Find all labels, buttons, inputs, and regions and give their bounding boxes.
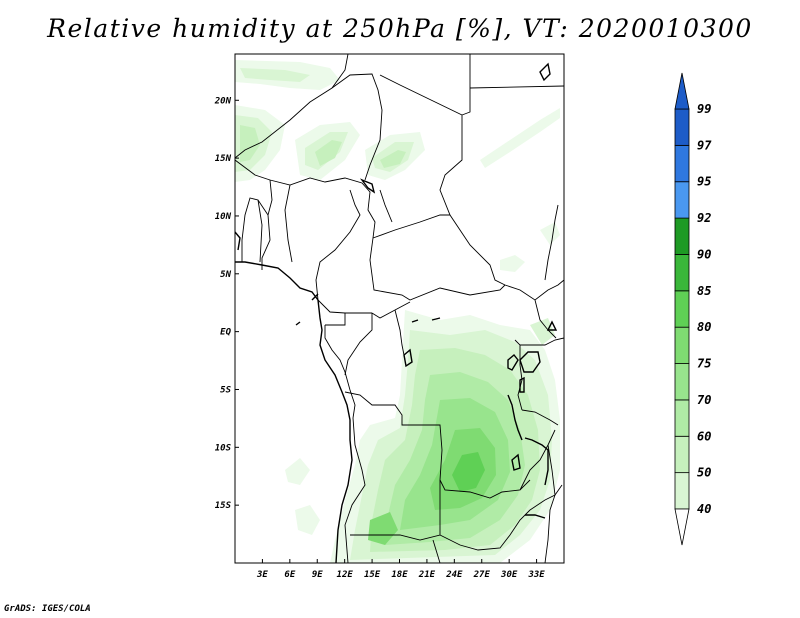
colorbar-label: 60 [697,429,711,443]
lon-tick-label: 27E [473,570,491,580]
longitude-axis: 3E 6E 9E 12E 15E 18E 21E 24E 27E 30E 33E [256,559,545,580]
lon-tick-label: 6E [284,570,295,580]
colorbar-high-arrow [674,72,690,110]
colorbar-label: 85 [697,284,711,298]
lat-tick-label: 10N [215,212,232,222]
colorbar-segment [674,290,690,328]
credit-label: GrADS: IGES/COLA [4,604,91,614]
colorbar-segment [674,399,690,437]
colorbar-label: 90 [697,247,711,261]
latitude-axis: 20N 15N 10N 5N EQ 5S 10S 15S [214,96,239,511]
lon-tick-label: 30E [500,570,518,580]
lon-tick-label: 9E [312,570,323,580]
humidity-shading [235,60,560,563]
lon-tick-label: 21E [418,570,436,580]
colorbar-segment [674,181,690,219]
lat-tick-label: 10S [215,443,232,453]
colorbar-label: 50 [697,466,711,480]
lon-tick-label: 33E [527,570,545,580]
colorbar-segment [674,108,690,146]
lat-tick-label: 20N [214,96,232,106]
colorbar-label: 40 [697,502,711,516]
lon-tick-label: 24E [445,570,463,580]
colorbar-label: 80 [697,320,711,334]
lat-tick-label: 5N [220,270,231,280]
lat-tick-label: EQ [220,328,231,338]
colorbar-segment [674,217,690,255]
lat-tick-label: 15S [215,501,232,511]
colorbar-label: 75 [697,357,711,371]
country-borders [235,54,564,563]
lat-tick-label: 15N [215,154,232,164]
colorbar-segment [674,144,690,183]
lat-tick-label: 5S [220,385,231,395]
coastlines [235,62,558,563]
colorbar-label: 92 [697,211,711,225]
colorbar-segment [674,363,690,401]
colorbar-segment [674,326,690,364]
colorbar-label: 99 [697,102,711,116]
colorbar-segment [674,472,690,510]
colorbar-low-arrow [674,508,690,546]
map-title: Relative humidity at 250hPa [%], VT: 202… [47,14,753,43]
colorbar-segment [674,435,690,474]
lon-tick-label: 18E [391,570,408,580]
colorbar-segment [674,254,690,292]
colorbar: 40 50 60 70 75 80 85 90 92 95 97 99 [674,72,712,546]
colorbar-label: 70 [697,393,711,407]
colorbar-label: 97 [697,138,712,152]
lon-tick-label: 12E [337,570,354,580]
lon-tick-label: 15E [364,570,381,580]
colorbar-label: 95 [697,175,711,189]
lon-tick-label: 3E [256,570,268,580]
